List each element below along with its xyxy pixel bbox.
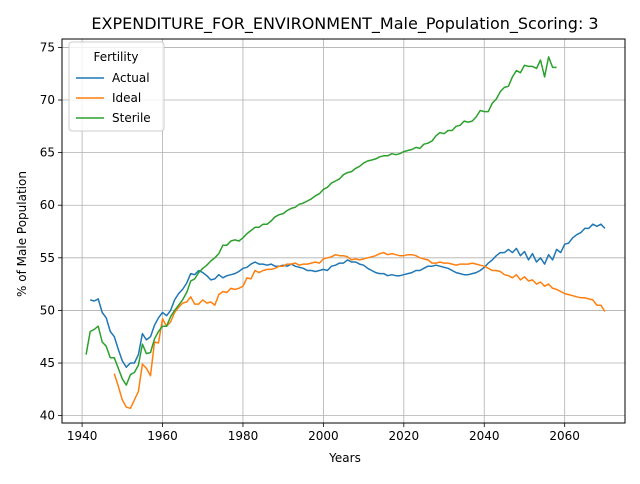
y-tick-label: 75 — [40, 40, 55, 54]
y-tick-label: 40 — [40, 409, 55, 423]
y-axis-ticks: 40 45 50 55 60 65 70 75 — [40, 40, 62, 423]
legend: Fertility Actual Ideal Sterile — [68, 41, 165, 132]
y-tick-label: 45 — [40, 356, 55, 370]
x-tick-label: 1980 — [228, 429, 259, 443]
y-tick-label: 60 — [40, 198, 55, 212]
legend-entries: Actual Ideal Sterile — [76, 71, 151, 125]
series-lines — [85, 56, 606, 410]
series-line-sterile — [85, 56, 557, 386]
legend-title: Fertility — [93, 50, 138, 64]
legend-label-sterile: Sterile — [112, 111, 151, 125]
y-tick-label: 55 — [40, 251, 55, 265]
grid-lines — [62, 39, 625, 423]
y-axis-label: % of Male Population — [15, 171, 29, 297]
y-tick-label: 50 — [40, 303, 55, 317]
x-tick-label: 1960 — [147, 429, 178, 443]
y-tick-label: 65 — [40, 146, 55, 160]
x-tick-label: 2060 — [549, 429, 580, 443]
series-line-ideal — [113, 251, 606, 410]
x-axis-ticks: 1940 1960 1980 2000 2020 2040 2060 — [67, 423, 580, 443]
x-tick-label: 2040 — [469, 429, 500, 443]
x-tick-label: 2000 — [308, 429, 339, 443]
legend-label-actual: Actual — [112, 71, 150, 85]
y-tick-label: 70 — [40, 93, 55, 107]
plot-frame — [61, 38, 626, 424]
x-axis-label: Years — [328, 451, 361, 465]
x-tick-label: 1940 — [67, 429, 98, 443]
legend-label-ideal: Ideal — [112, 91, 141, 105]
series-line-actual — [90, 223, 606, 368]
x-tick-label: 2020 — [389, 429, 420, 443]
chart-title: EXPENDITURE_FOR_ENVIRONMENT_Male_Populat… — [91, 14, 598, 34]
legend-box — [68, 41, 165, 132]
